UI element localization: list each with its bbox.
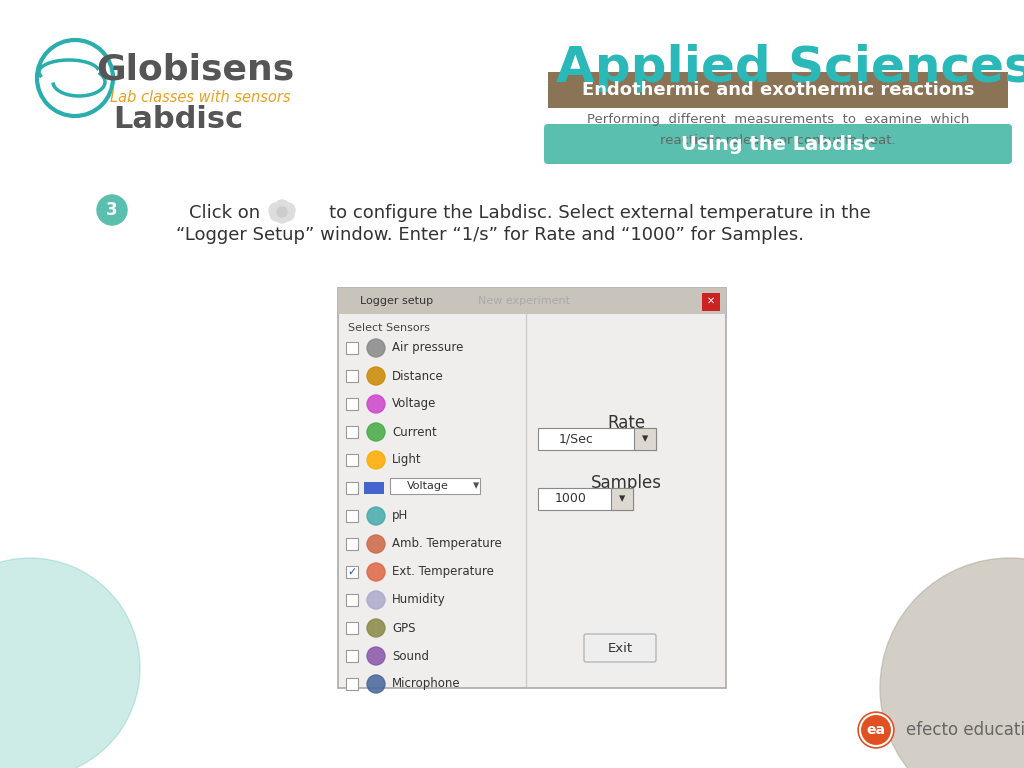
Bar [338, 288, 726, 314]
Text: Voltage: Voltage [408, 481, 449, 491]
FancyBboxPatch shape [544, 124, 1012, 164]
Bar [538, 488, 633, 510]
Circle shape [858, 712, 894, 748]
Circle shape [367, 647, 385, 665]
Circle shape [367, 563, 385, 581]
Circle shape [880, 558, 1024, 768]
Text: Lab classes with sensors: Lab classes with sensors [110, 90, 290, 104]
Circle shape [275, 200, 289, 214]
Bar [346, 566, 358, 578]
Circle shape [270, 207, 284, 221]
Bar [346, 342, 358, 354]
Text: Globisens: Globisens [96, 53, 294, 87]
Text: Performing  different  measurements  to  examine  which
reactions release or con: Performing different measurements to exa… [587, 114, 969, 147]
Bar [346, 594, 358, 606]
Bar [346, 482, 358, 494]
Bar [346, 510, 358, 522]
Bar [702, 293, 720, 311]
Circle shape [367, 395, 385, 413]
Text: Using the Labdisc: Using the Labdisc [681, 134, 876, 154]
Bar [346, 678, 358, 690]
Text: New experiment: New experiment [478, 296, 570, 306]
Text: Voltage: Voltage [392, 398, 436, 411]
Text: Endothermic and exothermic reactions: Endothermic and exothermic reactions [582, 81, 974, 99]
Circle shape [281, 203, 295, 217]
Text: Click on            to configure the Labdisc. Select external temperature in the: Click on to configure the Labdisc. Selec… [189, 204, 870, 222]
Circle shape [367, 339, 385, 357]
Text: GPS: GPS [392, 621, 416, 634]
Circle shape [0, 558, 140, 768]
Bar [346, 398, 358, 410]
Text: Air pressure: Air pressure [392, 342, 464, 355]
Circle shape [367, 619, 385, 637]
Text: ✓: ✓ [347, 567, 356, 577]
Circle shape [367, 507, 385, 525]
Circle shape [367, 367, 385, 385]
Text: Select Sensors: Select Sensors [348, 323, 430, 333]
Bar [346, 650, 358, 662]
Text: ea: ea [866, 723, 886, 737]
Text: Microphone: Microphone [392, 677, 461, 690]
Bar [346, 370, 358, 382]
Text: Amb. Temperature: Amb. Temperature [392, 538, 502, 551]
Text: Distance: Distance [392, 369, 443, 382]
Text: Rate: Rate [607, 414, 645, 432]
Text: ✕: ✕ [707, 296, 715, 306]
Bar [346, 538, 358, 550]
Bar [338, 288, 726, 688]
Text: Labdisc: Labdisc [113, 105, 243, 134]
Circle shape [367, 591, 385, 609]
Bar [346, 426, 358, 438]
Circle shape [278, 207, 287, 217]
Bar [538, 428, 656, 450]
Text: efecto educativo: efecto educativo [906, 721, 1024, 739]
Text: Ext. Temperature: Ext. Temperature [392, 565, 494, 578]
Text: Current: Current [392, 425, 437, 439]
Circle shape [367, 451, 385, 469]
Text: 1000: 1000 [555, 492, 587, 505]
Text: ▾: ▾ [618, 492, 625, 505]
Text: “Logger Setup” window. Enter “1/s” for Rate and “1000” for Samples.: “Logger Setup” window. Enter “1/s” for R… [176, 226, 804, 244]
Circle shape [269, 203, 283, 217]
Text: Applied Sciences: Applied Sciences [556, 44, 1024, 92]
Text: Sound: Sound [392, 650, 429, 663]
Bar [548, 72, 1008, 108]
Text: Logger setup: Logger setup [360, 296, 433, 306]
Text: Exit: Exit [607, 641, 633, 654]
Text: pH: pH [392, 509, 409, 522]
Text: 3: 3 [106, 201, 118, 219]
Circle shape [97, 195, 127, 225]
Text: ▾: ▾ [473, 479, 479, 492]
Text: Humidity: Humidity [392, 594, 445, 607]
Bar [364, 482, 384, 494]
FancyBboxPatch shape [584, 634, 656, 662]
Bar [611, 488, 633, 510]
Text: ▾: ▾ [642, 432, 648, 445]
Text: Samples: Samples [591, 474, 662, 492]
Bar [390, 478, 480, 494]
Bar [346, 622, 358, 634]
Circle shape [275, 209, 289, 223]
Circle shape [280, 207, 294, 221]
Bar [634, 428, 656, 450]
Text: 1/Sec: 1/Sec [558, 432, 594, 445]
Circle shape [367, 423, 385, 441]
Text: Light: Light [392, 453, 422, 466]
Circle shape [367, 675, 385, 693]
Circle shape [367, 535, 385, 553]
Bar [346, 454, 358, 466]
